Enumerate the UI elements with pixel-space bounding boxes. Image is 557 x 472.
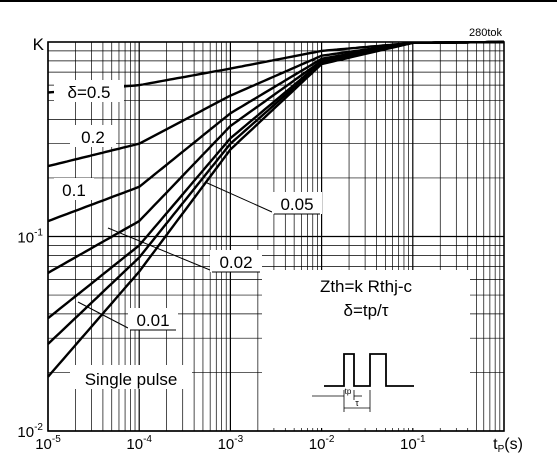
curve-label: 0.01 <box>136 311 169 330</box>
curve-label: 0.02 <box>219 253 252 272</box>
curve-label: 0.2 <box>81 128 105 147</box>
y-tick-label: 10-1 <box>17 228 43 247</box>
y-axis-label: K <box>33 35 45 54</box>
series-line-6 <box>47 40 504 378</box>
pulse-waveform <box>324 353 414 387</box>
curve-label: δ=0.5 <box>67 83 110 102</box>
x-axis-label: tP(s) <box>493 436 523 455</box>
label-background <box>54 178 94 200</box>
plot-frame <box>47 41 505 432</box>
formula-zth: Zth=k Rthj-c <box>320 277 413 296</box>
annotation-box <box>262 270 470 428</box>
x-tick-label: 10-3 <box>218 434 244 453</box>
figure-id: 280tok <box>469 27 503 39</box>
x-tick-label: 10-4 <box>126 434 152 453</box>
label-background <box>70 125 116 147</box>
pulse-label-tp: tp <box>345 387 352 396</box>
curve-label: 0.05 <box>280 195 313 214</box>
top-rule <box>0 0 557 2</box>
label-leader-line <box>77 301 129 329</box>
formula-delta: δ=tp/τ <box>343 301 388 320</box>
curve-label: Single pulse <box>85 370 178 389</box>
label-background <box>128 308 178 330</box>
label-background <box>272 192 322 214</box>
y-tick-label: 10-2 <box>17 422 43 441</box>
pulse-label-tau: τ <box>355 398 359 408</box>
label-background <box>54 80 124 102</box>
label-background <box>210 250 262 272</box>
label-background <box>70 365 192 389</box>
x-tick-label: 10-2 <box>309 434 335 453</box>
label-leader-line <box>107 227 211 271</box>
x-tick-label: 10-5 <box>35 434 61 453</box>
label-leader-line <box>204 181 273 213</box>
x-tick-label: 10-1 <box>400 434 426 453</box>
curve-label: 0.1 <box>62 181 86 200</box>
